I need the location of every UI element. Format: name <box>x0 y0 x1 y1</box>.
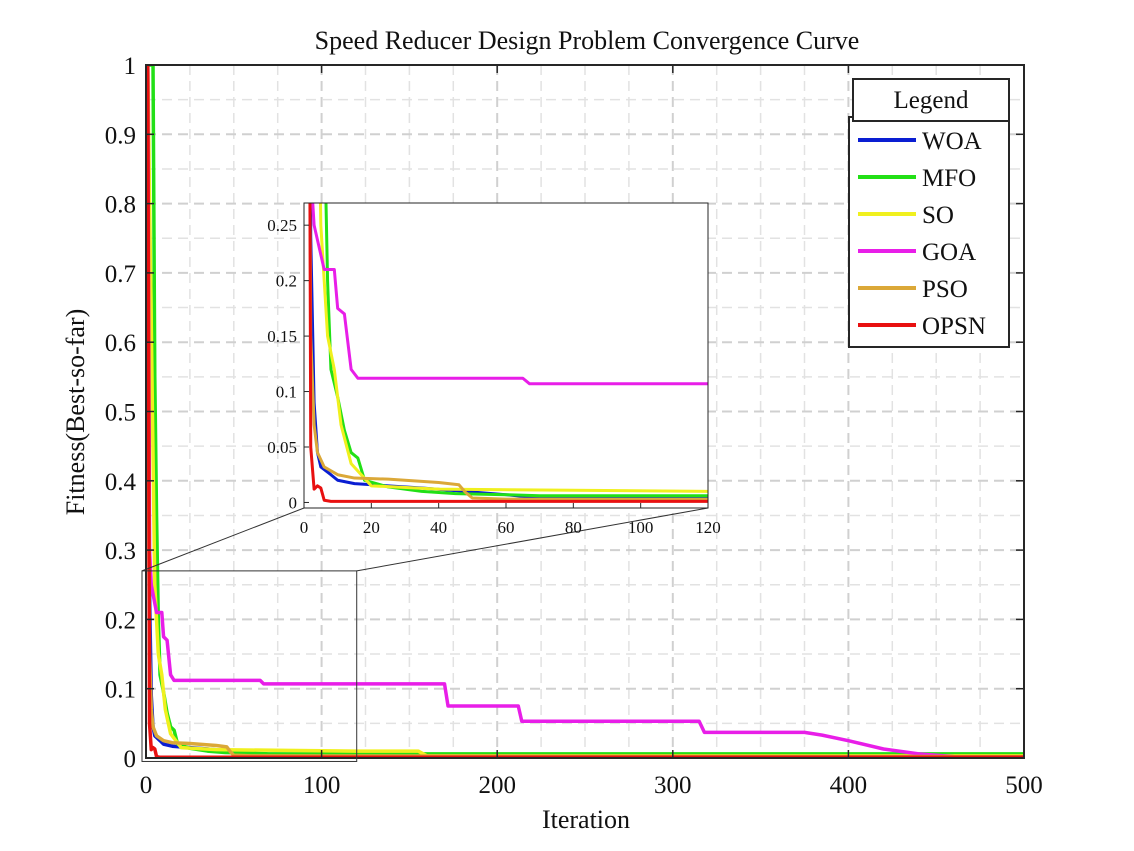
x-tick-label: 500 <box>1005 772 1043 799</box>
inset-series-line-pso <box>308 203 708 501</box>
y-axis-label: Fitness(Best-so-far) <box>61 309 90 516</box>
y-tick-label: 0.8 <box>105 192 136 219</box>
zoom-connector-left <box>141 507 305 572</box>
legend-label-opsn: OPSN <box>922 313 986 340</box>
y-tick-label: 1 <box>124 53 137 80</box>
inset-x-tick-label: 120 <box>695 518 721 537</box>
y-tick-label: 0.9 <box>105 122 136 149</box>
legend-label-mfo: MFO <box>922 165 976 192</box>
legend: Legend WOA MFO SO GOA PSO OPSN <box>848 78 1010 348</box>
legend-label-goa: GOA <box>922 239 976 266</box>
inset-x-tick-label: 100 <box>628 518 654 537</box>
series-line-so <box>146 65 1024 758</box>
inset-series-group <box>308 203 708 503</box>
series-line-goa <box>146 65 1024 758</box>
y-tick-label: 0.7 <box>105 261 136 288</box>
inset-y-tick-label: 0.2 <box>276 272 297 291</box>
y-tick-label: 0.5 <box>105 400 136 427</box>
x-axis-label: Iteration <box>542 805 630 834</box>
legend-title-box <box>852 78 1010 122</box>
inset-series-line-goa <box>311 203 708 386</box>
x-tick-label: 200 <box>478 772 516 799</box>
inset-y-tick-label: 0.05 <box>267 438 297 457</box>
inset-background <box>304 203 708 508</box>
legend-label-pso: PSO <box>922 276 968 303</box>
y-tick-label: 0 <box>124 746 137 773</box>
zoom-indicator <box>141 507 709 762</box>
legend-items: WOA MFO SO GOA PSO OPSN <box>858 128 986 340</box>
inset-series-line-opsn <box>308 203 708 503</box>
inset-x-tick-label: 0 <box>300 518 309 537</box>
y-tick-label: 0.6 <box>105 330 136 357</box>
y-tick-label: 0.2 <box>105 607 136 634</box>
inset-series-layer <box>308 203 708 503</box>
inset-y-tick-label: 0.15 <box>267 327 297 346</box>
inset-tick-labels: 0 20 40 60 80 100 120 0 0.05 0.1 0.15 0.2 0.25 <box>267 216 721 537</box>
y-tick-label: 0.4 <box>105 469 137 496</box>
series-line-pso <box>146 272 1024 758</box>
zoom-region-box <box>141 570 358 762</box>
inset-series-line-so <box>318 203 708 493</box>
inset-y-tick-label: 0.25 <box>267 216 297 235</box>
inset-y-tick-label: 0.1 <box>276 383 297 402</box>
legend-label-woa: WOA <box>922 128 982 155</box>
inset-x-tick-label: 80 <box>565 518 582 537</box>
legend-title: Legend <box>894 87 969 114</box>
zoom-connector-right <box>356 507 709 572</box>
inset-x-tick-label: 60 <box>498 518 515 537</box>
inset-series-line-mfo <box>324 203 708 498</box>
chart-title: Speed Reducer Design Problem Convergence… <box>315 26 860 55</box>
x-tick-label: 400 <box>830 772 868 799</box>
x-tick-label: 300 <box>654 772 692 799</box>
inset-x-tick-label: 20 <box>363 518 380 537</box>
x-tick-label: 0 <box>140 772 153 799</box>
legend-box <box>848 116 1010 348</box>
y-tick-label: 0.1 <box>105 677 136 704</box>
y-tick-label: 0.3 <box>105 538 136 565</box>
legend-label-so: SO <box>922 202 954 229</box>
main-tick-labels: 0 100 200 300 400 50000.10.20.30.40.50.60.70.… <box>105 53 1043 799</box>
inset-x-tick-label: 40 <box>430 518 447 537</box>
x-tick-label: 100 <box>303 772 341 799</box>
inset-y-tick-label: 0 <box>289 493 298 512</box>
